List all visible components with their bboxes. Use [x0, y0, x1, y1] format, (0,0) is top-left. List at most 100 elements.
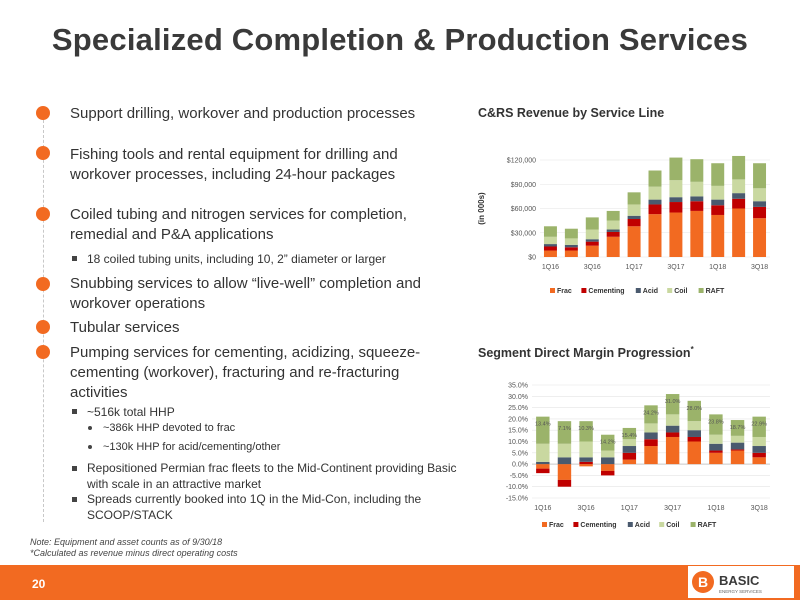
- bar-segment-cementing: [730, 449, 745, 451]
- bar-segment-cementing: [585, 241, 599, 246]
- bar-segment-coil: [711, 185, 725, 200]
- bar-segment-frac: [601, 464, 615, 471]
- y-tick-label: 20.0%: [508, 416, 528, 423]
- bar-segment-coil: [687, 421, 701, 431]
- revenue-chart-title: C&RS Revenue by Service Line: [478, 106, 665, 120]
- bar-segment-coil: [732, 179, 746, 194]
- bar-segment-cementing: [543, 246, 557, 251]
- bar-segment-frac: [690, 210, 704, 257]
- bar-segment-cementing: [644, 439, 658, 447]
- bar-segment-coil: [752, 436, 766, 447]
- bullet-dot: [36, 345, 50, 359]
- bar-segment-raft: [585, 217, 599, 230]
- logo-b-glyph: B: [698, 574, 708, 590]
- x-tick-label: 1Q17: [626, 264, 643, 271]
- bar-segment-cementing: [557, 479, 572, 487]
- bar-segment-cementing: [709, 450, 723, 453]
- legend-swatch: [635, 288, 641, 293]
- bar-segment-frac: [669, 212, 683, 257]
- legend-label: Acid: [643, 288, 658, 295]
- bar-total-label: 18.7%: [730, 425, 746, 431]
- bar-segment-coil: [730, 435, 745, 443]
- y-tick-label: 25.0%: [508, 405, 528, 412]
- bar-segment-cementing: [732, 198, 746, 209]
- y-tick-label: 35.0%: [508, 383, 528, 390]
- bar-segment-coil: [665, 414, 680, 426]
- x-tick-label: 3Q18: [751, 264, 768, 271]
- bar-segment-frac: [665, 436, 680, 465]
- legend-label: Frac: [549, 522, 564, 529]
- bar-segment-cementing: [690, 201, 704, 211]
- bar-segment-raft: [622, 427, 637, 440]
- bar-segment-coil: [669, 180, 683, 198]
- legend-label: Coil: [666, 522, 679, 529]
- page-number: 20: [32, 577, 46, 591]
- bar-segment-frac: [627, 226, 641, 257]
- bar-segment-frac: [564, 250, 578, 257]
- margin-chart-title: Segment Direct Margin Progression*: [478, 345, 694, 360]
- bar-segment-acid: [687, 430, 701, 437]
- bar-segment-cementing: [648, 204, 662, 215]
- bar-segment-coil: [648, 186, 662, 200]
- legend-swatch: [573, 522, 579, 527]
- bar-segment-acid: [711, 199, 725, 206]
- x-tick-label: 1Q16: [542, 264, 559, 271]
- bar-segment-coil: [564, 238, 578, 245]
- bar-segment-frac: [709, 452, 723, 465]
- bar-segment-frac: [622, 459, 637, 465]
- y-tick-label: $30,000: [511, 230, 536, 237]
- x-tick-label: 1Q18: [709, 264, 726, 271]
- legend-label: Coil: [674, 288, 687, 295]
- bullet-text: Support drilling, workover and productio…: [70, 105, 416, 122]
- bullet-text: Pumping services for cementing, acidizin…: [70, 344, 421, 401]
- bar-total-label: 28.0%: [686, 406, 702, 412]
- bar-segment-raft: [627, 192, 641, 205]
- bar-segment-raft: [752, 416, 766, 437]
- bar-total-label: 13.4%: [535, 422, 551, 428]
- y-tick-label: $60,000: [511, 206, 536, 213]
- footer-bar: [0, 565, 800, 600]
- y-tick-label: -15.0%: [506, 496, 528, 503]
- bar-segment-acid: [601, 457, 615, 465]
- bar-segment-coil: [753, 188, 767, 202]
- legend-swatch: [627, 522, 633, 527]
- bar-segment-raft: [557, 421, 572, 444]
- timeline-connector: [43, 110, 44, 522]
- bar-segment-acid: [579, 457, 593, 462]
- bullet-text: Coiled tubing and nitrogen services for …: [70, 206, 407, 243]
- bar-segment-cementing: [669, 202, 683, 213]
- legend-swatch: [690, 522, 696, 527]
- bar-segment-frac: [711, 214, 725, 257]
- sub-bullet-text: Spreads currently booked into 1Q in the …: [87, 492, 422, 522]
- sub-sub-bullet-text: ~386k HHP devoted to frac: [103, 422, 236, 434]
- y-tick-label: 30.0%: [508, 394, 528, 401]
- bar-segment-coil: [606, 220, 620, 230]
- bar-segment-acid: [536, 461, 550, 465]
- bar-segment-coil: [627, 204, 641, 216]
- bar-segment-frac: [536, 464, 550, 469]
- bar-segment-frac: [687, 441, 701, 465]
- y-tick-label: -5.0%: [510, 473, 528, 480]
- y-tick-label: 10.0%: [508, 439, 528, 446]
- bar-segment-frac: [606, 236, 620, 257]
- bar-segment-raft: [601, 434, 615, 451]
- x-tick-label: 1Q18: [707, 505, 724, 512]
- y-tick-label: 15.0%: [508, 428, 528, 435]
- bar-segment-raft: [579, 421, 593, 442]
- bar-segment-raft: [690, 159, 704, 182]
- legend-label: RAFT: [698, 522, 717, 529]
- bar-segment-cementing: [752, 452, 766, 458]
- legend-swatch: [550, 288, 555, 293]
- y-axis-label: (in 000s): [477, 192, 486, 225]
- bar-segment-raft: [753, 163, 767, 189]
- y-tick-label: $120,000: [507, 158, 536, 165]
- bar-segment-raft: [711, 163, 725, 186]
- bar-segment-raft: [669, 157, 683, 181]
- bar-segment-acid: [669, 197, 683, 203]
- bar-total-label: 10.3%: [578, 426, 594, 432]
- legend-swatch: [581, 288, 587, 293]
- bar-segment-frac: [644, 446, 658, 465]
- bar-segment-acid: [752, 446, 766, 453]
- bullet-dot: [36, 106, 50, 120]
- x-tick-label: 1Q17: [621, 505, 638, 512]
